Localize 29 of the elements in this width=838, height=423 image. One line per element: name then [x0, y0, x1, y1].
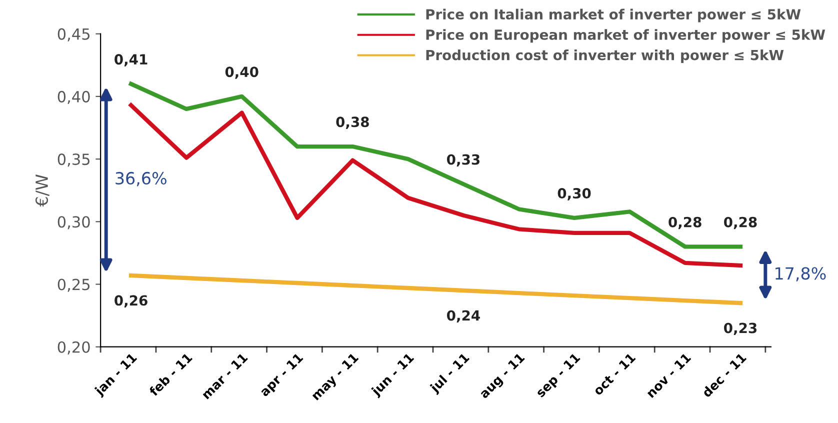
data-label: 0,28: [668, 216, 702, 230]
y-tick-label: 0,35: [58, 154, 90, 167]
data-label: 0,30: [558, 188, 591, 200]
legend-label: Production cost of inverter with power ≤ 5kW: [426, 50, 784, 63]
x-tick-label: apr - 11: [259, 352, 306, 399]
data-label: 0,40: [225, 66, 258, 79]
data-label: 0,26: [114, 295, 148, 308]
y-tick-label: 0,40: [58, 90, 90, 104]
x-tick-label: feb - 11: [148, 352, 193, 397]
x-tick-label: sep - 11: [535, 352, 582, 400]
data-label: 0,33: [446, 154, 480, 167]
legend-label: Price on European market of inverter power ≤ 5kW: [426, 29, 826, 43]
y-tick-label: 0,20: [58, 341, 90, 354]
x-tick-label: jul - 11: [428, 352, 472, 396]
y-tick-label: 0,30: [58, 216, 90, 230]
data-label: 0,23: [724, 322, 757, 336]
data-label: 0,28: [724, 216, 757, 230]
legend-label: Price on Italian market of inverter power ≤ 5kW: [426, 8, 801, 22]
x-tick-label: dec - 11: [701, 352, 747, 398]
annotation: 36,6%: [116, 172, 166, 186]
y-tick-label: 0,25: [58, 278, 90, 292]
x-tick-label: jan - 11: [93, 352, 140, 398]
data-label: 0,41: [114, 54, 148, 66]
y-tick-label: 0,45: [58, 28, 90, 42]
data-label: 0,24: [446, 310, 480, 322]
text: 17,8%: [776, 267, 826, 282]
y-axis-title: €/W: [35, 174, 50, 207]
x-tick-label: oct - 11: [592, 352, 636, 396]
annotation: 0,38: [336, 116, 369, 129]
